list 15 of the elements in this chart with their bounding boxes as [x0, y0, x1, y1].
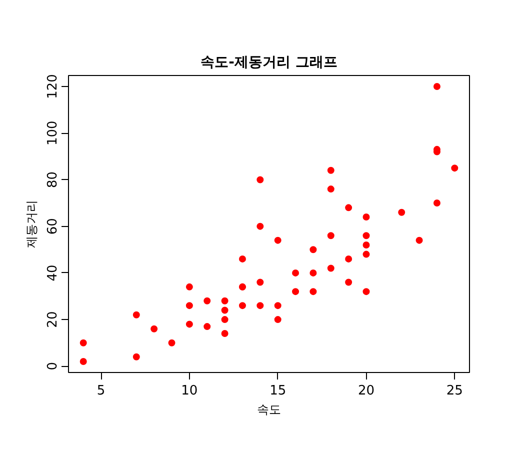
x-tick-label: 25	[446, 384, 463, 398]
y-tick-label: 40	[46, 264, 60, 282]
x-tick-label: 10	[181, 384, 198, 398]
y-tick-label: 60	[46, 218, 60, 235]
y-tick-label: 100	[46, 120, 60, 146]
y-tick-label: 20	[46, 311, 60, 328]
chart-title: 속도-제동거리 그래프	[200, 54, 338, 70]
y-tick-label: 120	[46, 74, 60, 99]
x-tick-label: 15	[270, 384, 286, 398]
y-axis-title: 제동거리	[24, 200, 38, 248]
x-tick-label: 5	[96, 384, 106, 398]
y-tick-label: 80	[46, 171, 60, 188]
x-axis-title: 속도	[257, 402, 281, 416]
x-tick-label: 20	[358, 384, 375, 398]
y-tick-label: 0	[46, 362, 60, 370]
